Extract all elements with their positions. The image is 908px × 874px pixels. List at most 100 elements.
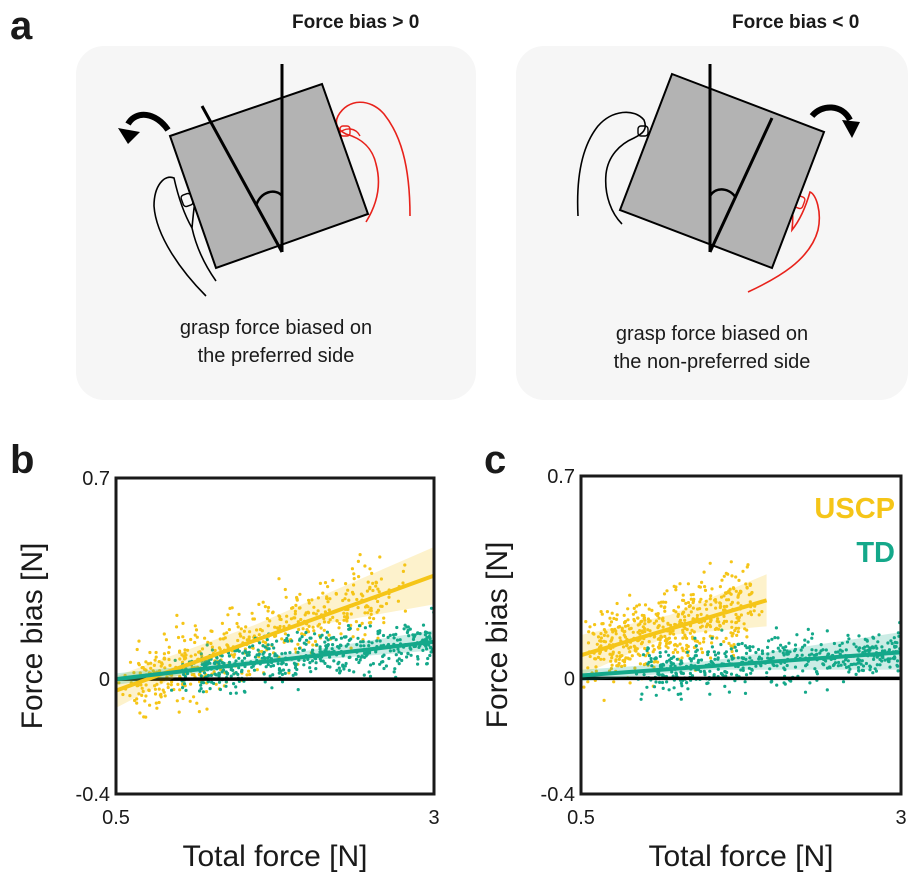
data-point	[355, 597, 359, 602]
data-point	[860, 659, 864, 663]
panel-b-letter: b	[10, 438, 35, 482]
data-point	[403, 563, 407, 567]
data-point	[359, 592, 363, 596]
data-point	[650, 608, 654, 612]
data-point	[302, 658, 306, 663]
data-point	[793, 643, 798, 647]
data-point	[363, 633, 367, 637]
data-point	[617, 651, 621, 655]
y-tick-label: -0.4	[541, 784, 575, 806]
data-point	[679, 659, 683, 663]
data-point	[268, 652, 272, 657]
data-point	[698, 600, 702, 604]
data-point	[627, 646, 631, 650]
data-point	[252, 668, 257, 672]
data-point	[155, 706, 159, 710]
data-point	[297, 646, 302, 650]
data-point	[271, 611, 275, 615]
y-tick-label: 0	[99, 669, 110, 691]
data-point	[847, 670, 851, 674]
data-point	[220, 661, 225, 665]
data-point	[401, 581, 405, 585]
data-point	[367, 621, 371, 625]
data-point	[153, 684, 157, 688]
data-point	[218, 659, 222, 663]
data-point	[695, 613, 699, 618]
data-point	[421, 623, 426, 627]
data-point	[335, 619, 339, 623]
data-point	[268, 619, 272, 623]
data-point	[648, 629, 652, 633]
data-point	[192, 672, 196, 677]
data-point	[318, 581, 322, 585]
data-point	[325, 630, 329, 634]
data-point	[159, 664, 163, 668]
data-point	[175, 613, 179, 617]
data-point	[232, 682, 236, 686]
data-point	[880, 645, 884, 649]
data-point	[713, 653, 718, 657]
data-point	[647, 654, 651, 658]
data-point	[641, 653, 646, 657]
data-point	[279, 617, 283, 622]
data-point	[749, 592, 753, 596]
data-point	[586, 641, 591, 645]
data-point	[749, 671, 753, 675]
data-point	[354, 657, 359, 661]
data-point	[275, 626, 279, 630]
data-point	[749, 613, 754, 617]
data-point	[180, 653, 184, 657]
data-point	[675, 657, 679, 661]
data-point	[709, 618, 713, 622]
data-point	[868, 665, 873, 669]
data-point	[846, 659, 850, 663]
data-point	[770, 637, 774, 641]
data-point	[237, 612, 241, 616]
data-point	[702, 570, 706, 574]
data-point	[760, 649, 764, 653]
left-hand-outline	[576, 111, 647, 225]
data-point	[810, 636, 814, 640]
data-point	[291, 673, 295, 677]
data-point	[657, 601, 661, 605]
data-point	[213, 648, 217, 653]
data-point	[678, 642, 682, 646]
data-point	[154, 650, 158, 655]
data-point	[742, 622, 746, 626]
data-point	[803, 690, 808, 694]
data-point	[712, 650, 716, 654]
data-point	[143, 699, 147, 703]
data-point	[679, 697, 683, 701]
data-point	[594, 665, 598, 669]
data-point	[863, 645, 867, 649]
data-point	[350, 567, 354, 571]
data-point	[183, 648, 187, 652]
data-point	[188, 699, 192, 703]
data-point	[418, 632, 422, 636]
data-point	[382, 666, 386, 671]
data-point	[618, 655, 622, 659]
data-point	[774, 626, 778, 630]
data-point	[636, 616, 640, 620]
data-point	[273, 652, 277, 656]
data-point	[337, 646, 341, 650]
data-point	[239, 627, 243, 631]
data-point	[381, 633, 386, 638]
data-point	[766, 652, 770, 656]
data-point	[173, 658, 177, 662]
data-point	[349, 646, 353, 650]
data-point	[719, 642, 723, 647]
data-point	[606, 634, 610, 638]
data-point	[403, 609, 407, 613]
data-point	[628, 593, 632, 597]
data-point	[338, 671, 342, 675]
data-point	[727, 641, 731, 645]
data-point	[847, 637, 851, 641]
data-point	[167, 657, 171, 662]
data-point	[678, 618, 683, 622]
data-point	[665, 680, 669, 684]
data-point	[698, 641, 702, 645]
data-point	[128, 660, 133, 664]
data-point	[803, 638, 807, 642]
data-point	[708, 625, 713, 629]
